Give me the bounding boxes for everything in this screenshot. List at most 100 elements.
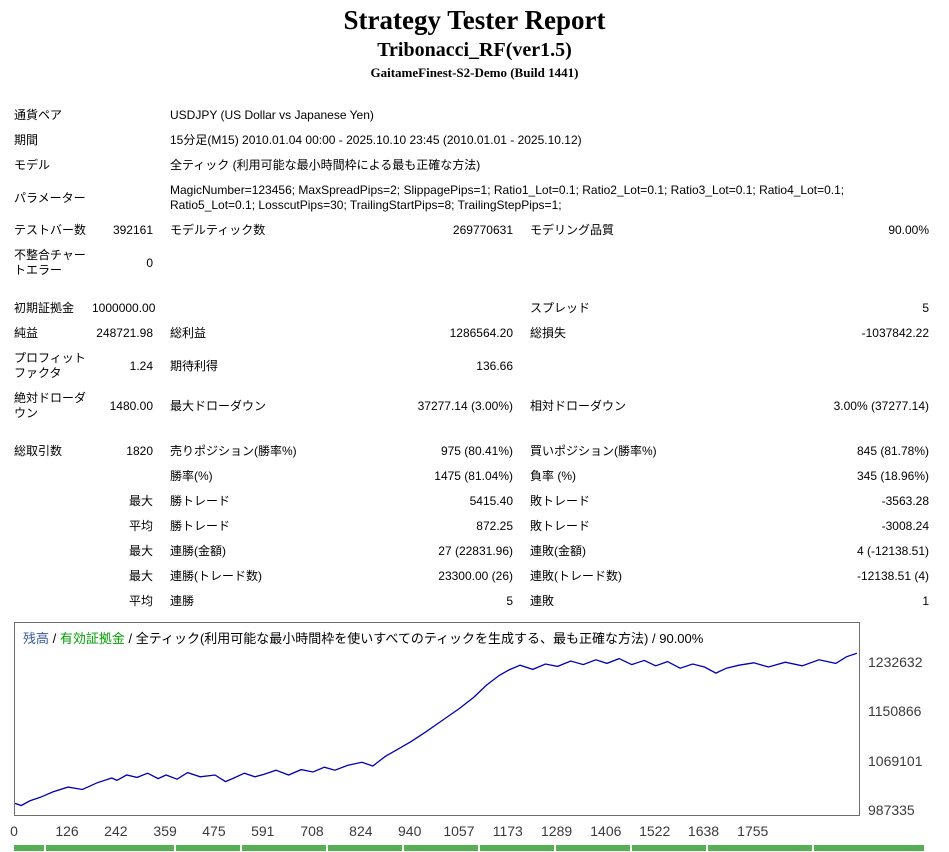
summary-label: スプレッド	[530, 301, 591, 315]
summary-spacer-row	[14, 283, 931, 296]
summary-value: 37277.14 (3.00%)	[417, 398, 513, 413]
summary-spacer-row	[14, 426, 931, 439]
strip-cell	[46, 845, 174, 851]
legend-equity: 有効証拠金	[59, 631, 125, 646]
summary-value: 90.00%	[888, 223, 930, 237]
summary-label: プロフィットファクタ	[14, 351, 86, 380]
summary-value: 最大	[128, 494, 153, 508]
summary-label	[515, 346, 740, 386]
x-tick-label: 359	[153, 823, 177, 839]
ea-name: Tribonacci_RF(ver1.5)	[377, 39, 572, 61]
summary-value	[740, 346, 931, 386]
report-header: Strategy Tester Report Tribonacci_RF(ver…	[0, 5, 949, 81]
x-tick-label: 126	[55, 823, 79, 839]
summary-label: USDJPY (US Dollar vs Japanese Yen)	[170, 108, 374, 122]
summary-value: 3.00% (37277.14)	[833, 398, 930, 413]
summary-row: 純益 248721.98 総利益 1286564.20 総損失 -1037842.22	[14, 321, 931, 346]
summary-value: -12138.51 (4)	[856, 569, 930, 583]
summary-label: 期待利得	[170, 358, 219, 373]
spacer-cell	[14, 283, 931, 296]
summary-label: パラメーター	[14, 190, 86, 205]
summary-label: 連勝(金額)	[170, 544, 226, 558]
summary-value: 5	[506, 594, 513, 608]
strip-cell	[632, 845, 706, 851]
summary-label: 敗トレード	[530, 494, 591, 508]
summary-value: 平均	[128, 519, 153, 533]
summary-row: パラメーター MagicNumber=123456; MaxSpreadPips=…	[14, 178, 931, 218]
summary-label: 連勝	[170, 594, 195, 608]
summary-label: モデリング品質	[530, 223, 615, 237]
summary-value: 1.24	[129, 358, 153, 373]
summary-label: 連敗(トレード数)	[530, 569, 622, 583]
summary-label: 全ティック (利用可能な最小時間枠による最も正確な方法)	[170, 158, 481, 172]
summary-row: 最大 連勝(トレード数) 23300.00 (26) 連敗(トレード数) -12138.…	[14, 564, 931, 589]
x-tick-label: 1173	[492, 823, 523, 839]
balance-line	[15, 652, 858, 807]
summary-value: 4 (-12138.51)	[856, 544, 930, 558]
summary-value: 平均	[128, 594, 153, 608]
summary-value	[92, 464, 155, 489]
summary-label	[14, 514, 92, 539]
summary-label: 相対ドローダウン	[530, 398, 627, 413]
legend-separator: /	[648, 631, 660, 646]
x-tick-label: 1638	[687, 823, 720, 839]
summary-value	[345, 296, 515, 321]
summary-row: 通貨ペア USDJPY (US Dollar vs Japanese Yen)	[14, 103, 931, 128]
report-title: Strategy Tester Report	[343, 5, 606, 35]
x-tick-label: 1289	[541, 823, 573, 839]
server-build: GaitameFinest-S2-Demo (Build 1441)	[370, 65, 579, 80]
summary-value: 1475 (81.04%)	[434, 469, 513, 483]
summary-label: 初期証拠金	[14, 301, 75, 315]
x-tick-label: 824	[349, 823, 373, 839]
summary-value: 23300.00 (26)	[438, 569, 513, 583]
summary-label: 期間	[14, 133, 39, 147]
summary-value: 最大	[128, 544, 153, 558]
y-axis-labels: 1232632 1150866 1069101 987335	[868, 622, 946, 818]
x-tick-label: 1755	[737, 823, 769, 839]
summary-label: 最大ドローダウン	[170, 398, 267, 413]
summary-label	[14, 464, 92, 489]
summary-value: 1	[922, 594, 930, 608]
summary-label: 勝率(%)	[170, 469, 213, 483]
balance-chart-area: 残高 / 有効証拠金 / 全ティック(利用可能な最小時間枠を使いすべてのティック…	[0, 622, 949, 818]
summary-label: モデル	[14, 158, 51, 172]
summary-label: 買いポジション(勝率%)	[530, 444, 657, 458]
summary-row: 不整合チャートエラー 0	[14, 243, 931, 283]
summary-label: 勝トレード	[170, 519, 231, 533]
y-tick-label: 1232632	[868, 654, 923, 671]
summary-row: 初期証拠金 1000000.00 スプレッド 5	[14, 296, 931, 321]
y-tick-label: 1069101	[868, 752, 923, 769]
summary-label	[14, 489, 92, 514]
summary-label	[14, 589, 92, 614]
strip-cell	[328, 845, 402, 851]
summary-label: テストバー数	[14, 223, 87, 237]
summary-value: 最大	[128, 569, 153, 583]
summary-value: -3563.28	[881, 494, 930, 508]
strip-cell	[242, 845, 326, 851]
summary-value: 392161	[112, 223, 153, 237]
summary-label: 不整合チャートエラー	[14, 248, 86, 277]
x-tick-label: 0	[10, 823, 18, 839]
summary-row: 絶対ドローダウン 1480.00 最大ドローダウン 37277.14 (3.00%) 相…	[14, 386, 931, 426]
legend-balance: 残高	[23, 631, 50, 646]
summary-row: モデル 全ティック (利用可能な最小時間枠による最も正確な方法)	[14, 153, 931, 178]
summary-label: 敗トレード	[530, 519, 591, 533]
strip-cell	[814, 845, 924, 851]
summary-row: 最大 勝トレード 5415.40 敗トレード -3563.28	[14, 489, 931, 514]
summary-row: 最大 連勝(金額) 27 (22831.96) 連敗(金額) 4 (-12138.51)	[14, 539, 931, 564]
summary-value: 5	[922, 301, 930, 315]
summary-value: 0	[146, 255, 153, 270]
summary-value: 1480.00	[109, 398, 153, 413]
summary-label: 連敗(金額)	[530, 544, 586, 558]
y-tick-label: 987335	[868, 801, 915, 818]
summary-label: モデルティック数	[170, 223, 266, 237]
x-tick-label: 242	[104, 823, 128, 839]
chart-legend: 残高 / 有効証拠金 / 全ティック(利用可能な最小時間枠を使いすべてのティック…	[23, 628, 703, 647]
summary-label: MagicNumber=123456; MaxSpreadPips=2; Sli…	[170, 183, 845, 212]
trade-table-header-strip	[14, 845, 949, 851]
summary-value: 1820	[126, 444, 153, 458]
summary-value: 1000000.00	[92, 301, 156, 315]
summary-label: 15分足(M15) 2010.01.04 00:00 - 2025.10.10 …	[170, 133, 582, 147]
summary-label	[14, 539, 92, 564]
strip-cell	[176, 845, 240, 851]
